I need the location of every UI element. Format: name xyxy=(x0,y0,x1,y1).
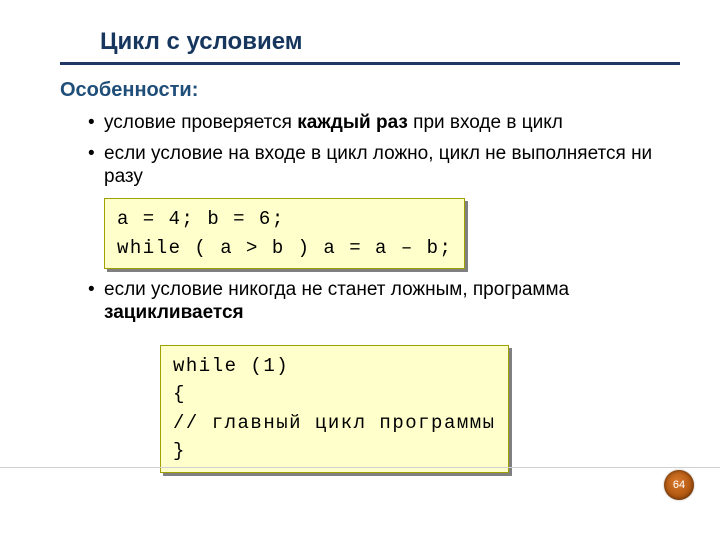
code-block-2-wrap: while (1) { // главный цикл программы } xyxy=(160,345,680,473)
code-block-2: while (1) { // главный цикл программы } xyxy=(160,345,509,473)
page-number-badge: 64 xyxy=(664,470,694,500)
code-block-1-wrap: a = 4; b = 6; while ( a > b ) a = a – b; xyxy=(104,198,680,269)
bullet-3-strong: зацикливается xyxy=(104,302,244,323)
bullet-3-pre: если условие никогда не станет ложным, п… xyxy=(104,279,569,300)
slide-title: Цикл с условием xyxy=(100,28,680,56)
title-rule xyxy=(60,62,680,65)
bullet-1-strong: каждый раз xyxy=(297,112,408,133)
code-block-1: a = 4; b = 6; while ( a > b ) a = a – b; xyxy=(104,198,465,269)
page-number: 64 xyxy=(673,479,685,491)
bullet-item-3: если условие никогда не станет ложным, п… xyxy=(88,277,680,331)
bullet-list-2: если условие никогда не станет ложным, п… xyxy=(88,277,680,331)
footer-rule xyxy=(0,467,720,468)
bullet-list: условие проверяется каждый раз при входе… xyxy=(88,110,680,194)
bullet-1-post: при входе в цикл xyxy=(408,112,563,133)
slide: Цикл с условием Особенности: условие про… xyxy=(0,0,720,540)
bullet-1-pre: условие проверяется xyxy=(104,112,297,133)
subheading: Особенности: xyxy=(60,79,680,102)
bullet-item-1: условие проверяется каждый раз при входе… xyxy=(88,110,680,141)
bullet-item-2: если условие на входе в цикл ложно, цикл… xyxy=(88,141,680,195)
